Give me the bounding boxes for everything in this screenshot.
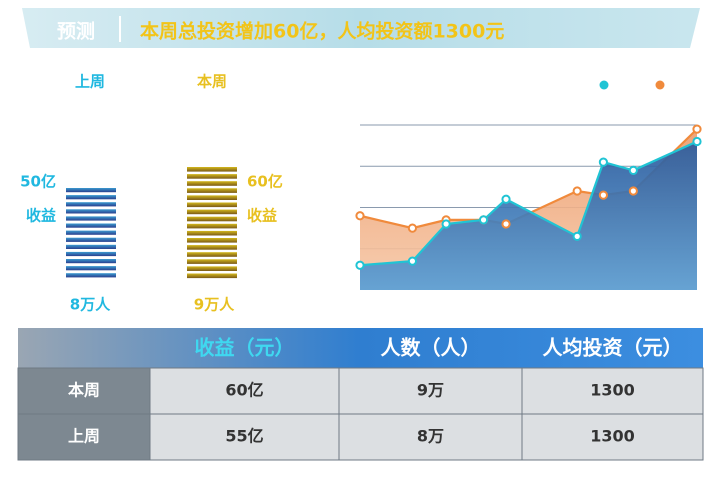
row-header: 上周 xyxy=(68,427,100,446)
header-headline: 本周总投资增加60亿，人均投资额1300元 xyxy=(140,20,504,43)
point xyxy=(692,124,702,134)
cell: 1300 xyxy=(590,427,635,446)
cell: 9万 xyxy=(417,381,444,400)
stripe xyxy=(187,238,237,243)
stripe xyxy=(187,252,237,257)
stripe xyxy=(187,202,237,208)
cell-bg xyxy=(17,413,151,461)
point xyxy=(628,165,638,175)
stripe xyxy=(66,195,116,200)
right-metric: 收益 xyxy=(247,207,277,225)
stripe xyxy=(187,174,237,179)
stripe xyxy=(66,216,116,221)
area xyxy=(360,141,697,290)
stripe xyxy=(66,209,116,214)
stripe xyxy=(187,223,237,229)
stripe-bars xyxy=(66,167,237,279)
stripe xyxy=(66,237,116,242)
stripe xyxy=(187,266,237,271)
stripe xyxy=(187,188,237,193)
point xyxy=(501,219,511,229)
cell-bg xyxy=(338,367,523,415)
cell: 1300 xyxy=(590,381,635,400)
table: 收益（元） 人数（人） 人均投资（元） 本周 60亿 9万 1300 上周 55亿 8万 1300 xyxy=(17,328,704,461)
point xyxy=(355,260,365,270)
stripe xyxy=(66,251,116,257)
stripe xyxy=(66,266,116,271)
legend-dot xyxy=(655,80,665,90)
stripe xyxy=(66,259,116,264)
left-people: 8万人 xyxy=(70,296,111,314)
stripe xyxy=(187,167,237,172)
point xyxy=(628,186,638,196)
stripe xyxy=(187,216,237,222)
stripe xyxy=(66,230,116,235)
stripe xyxy=(187,209,237,215)
stripe xyxy=(187,245,237,250)
stripe xyxy=(66,273,116,278)
stripe xyxy=(187,273,237,279)
stripe xyxy=(66,223,116,228)
stripe xyxy=(187,195,237,200)
right-people: 9万人 xyxy=(194,296,235,314)
cell: 8万 xyxy=(417,427,444,446)
point xyxy=(598,190,608,200)
left-label: 上周 xyxy=(75,73,105,91)
cell-bg xyxy=(521,367,704,415)
left-metric: 收益 xyxy=(26,207,56,225)
cell-bg xyxy=(521,413,704,461)
point xyxy=(572,186,582,196)
point xyxy=(407,223,418,233)
stripe xyxy=(66,244,116,249)
stripe xyxy=(66,202,116,207)
stripe xyxy=(187,230,237,236)
point xyxy=(501,194,511,204)
point xyxy=(407,256,418,266)
point xyxy=(355,211,365,221)
table-header-bg xyxy=(18,328,703,368)
header-tag: 预测 xyxy=(57,21,95,43)
stripe xyxy=(66,188,116,193)
right-label: 本周 xyxy=(197,73,227,91)
point xyxy=(598,157,608,167)
stripe xyxy=(187,181,237,186)
left-amount: 50亿 xyxy=(20,173,56,191)
cell-bg xyxy=(149,367,340,415)
point xyxy=(692,136,702,147)
cell: 55亿 xyxy=(225,427,263,446)
header-band xyxy=(22,8,700,48)
right-amount: 60亿 xyxy=(247,173,283,191)
stripe xyxy=(187,259,237,264)
legend-dot xyxy=(599,80,609,90)
point xyxy=(478,215,489,225)
cell-bg xyxy=(338,413,523,461)
point xyxy=(572,231,582,241)
column-header: 人均投资（元） xyxy=(543,336,683,360)
point xyxy=(441,219,451,229)
column-header: 收益（元） xyxy=(195,336,295,360)
column-header: 人数（人） xyxy=(381,336,481,360)
row-header: 本周 xyxy=(68,381,100,400)
cell: 60亿 xyxy=(225,381,263,400)
area-chart xyxy=(355,80,702,290)
